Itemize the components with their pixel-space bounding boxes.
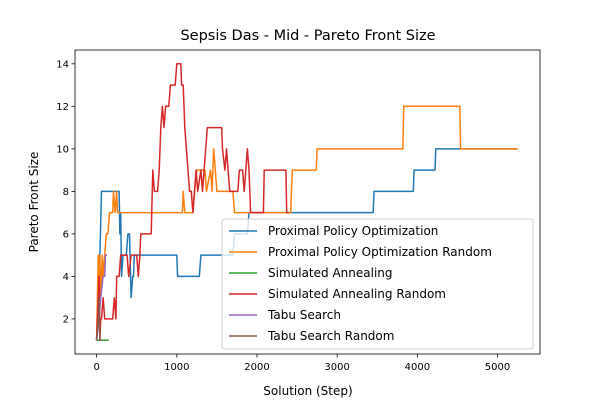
y-tick-label: 6: [63, 229, 69, 240]
x-tick-label: 3000: [324, 362, 349, 373]
legend-label: Proximal Policy Optimization: [268, 224, 438, 238]
x-axis-label: Solution (Step): [263, 384, 352, 398]
x-tick-label: 1000: [164, 362, 189, 373]
legend-label: Tabu Search: [267, 308, 341, 322]
series-line-3: [95, 63, 290, 341]
y-axis-label: Pareto Front Size: [27, 152, 41, 253]
y-tick-label: 8: [63, 187, 69, 198]
y-tick-label: 2: [63, 314, 69, 325]
legend-label: Tabu Search Random: [267, 329, 394, 343]
x-tick-label: 5000: [485, 362, 510, 373]
y-tick-label: 14: [56, 59, 69, 70]
y-tick-label: 12: [56, 102, 69, 113]
x-tick-label: 2000: [244, 362, 269, 373]
series-line-0: [95, 148, 518, 341]
axes-ticks: 0 1000 2000 3000 4000 5000 2 4 6 8 10 12 14: [56, 49, 541, 373]
x-tick-label: 4000: [405, 362, 430, 373]
legend-label: Proximal Policy Optimization Random: [268, 245, 492, 259]
series-line-5: [95, 296, 102, 341]
legend-box: [221, 218, 534, 350]
legend-label: Simulated Annealing: [268, 266, 393, 280]
legend: Proximal Policy Optimization Proximal Pol…: [221, 218, 534, 350]
plot-frame: [74, 49, 541, 355]
x-tick-label: 0: [93, 362, 99, 373]
series-line-1: [95, 105, 518, 341]
y-tick-label: 4: [63, 272, 69, 283]
plot-lines: [95, 63, 518, 341]
chart-title: Sepsis Das - Mid - Pareto Front Size: [180, 28, 435, 44]
legend-label: Simulated Annealing Random: [268, 287, 446, 301]
y-tick-label: 10: [56, 144, 69, 155]
